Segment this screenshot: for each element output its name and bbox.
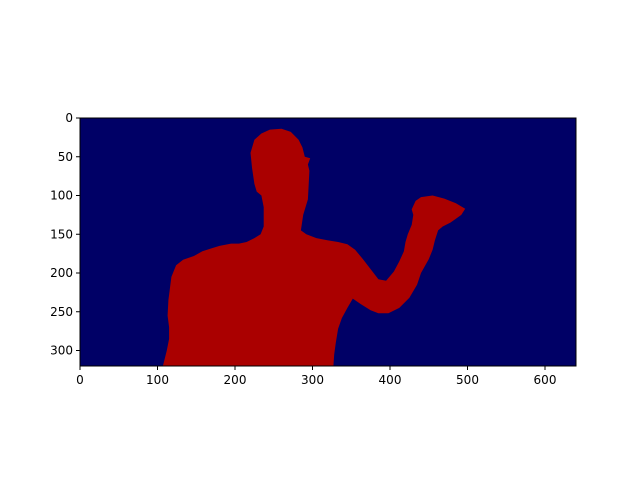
x-tick-label: 500: [456, 373, 479, 387]
x-tick-label: 100: [146, 373, 169, 387]
x-tick-label: 600: [534, 373, 557, 387]
mask-person-region: [162, 128, 466, 366]
x-tick-label: 400: [379, 373, 402, 387]
y-tick-label: 100: [50, 189, 73, 203]
y-tick-label: 0: [65, 111, 73, 125]
y-axis: 0 50 100 150 200 250 300: [50, 111, 80, 358]
x-tick-label: 200: [224, 373, 247, 387]
x-tick-label: 0: [76, 373, 84, 387]
y-tick-label: 300: [50, 344, 73, 358]
y-tick-label: 150: [50, 227, 73, 241]
y-tick-label: 200: [50, 266, 73, 280]
plot-area: [79, 117, 577, 367]
x-axis: 0 100 200 300 400 500 600: [76, 366, 556, 387]
axes-frame: [79, 117, 577, 367]
y-tick-label: 50: [58, 150, 73, 164]
x-tick-label: 300: [301, 373, 324, 387]
y-tick-label: 250: [50, 305, 73, 319]
